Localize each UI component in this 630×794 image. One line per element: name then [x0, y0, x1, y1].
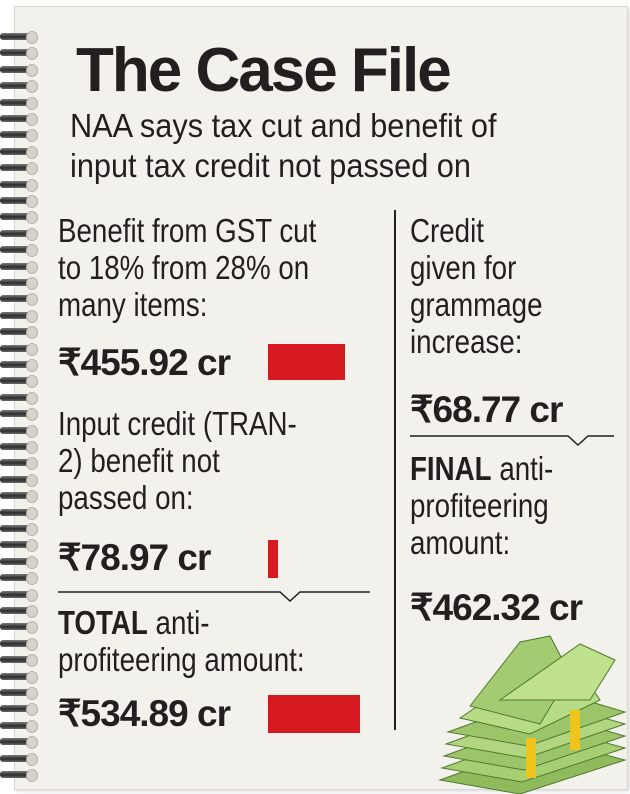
- credit-grammage-line-3: grammage: [410, 286, 543, 323]
- input-credit-line-2: 2) benefit not: [58, 442, 220, 479]
- binding-ring: [0, 243, 38, 258]
- benefit-gst-line-3: many items:: [58, 286, 208, 323]
- binding-ring: [0, 276, 38, 290]
- total-label: TOTAL anti- profiteering amount:: [58, 604, 305, 678]
- final-bold: FINAL: [410, 450, 492, 487]
- left-separator: [58, 591, 370, 603]
- binding-ring: [0, 571, 38, 586]
- subtitle-line-2: input tax credit not passed on: [70, 147, 471, 184]
- binding-ring: [0, 96, 38, 110]
- binding-ring: [0, 309, 38, 323]
- binding-ring: [0, 702, 38, 717]
- money-stack-icon: [438, 635, 627, 794]
- binding-ring: [0, 342, 38, 356]
- binding-ring: [0, 210, 38, 225]
- final-line-3: amount:: [410, 524, 511, 561]
- binding-ring: [0, 145, 38, 159]
- binding-ring: [0, 391, 38, 405]
- binding-ring: [0, 227, 38, 241]
- binding-ring: [0, 424, 38, 438]
- binding-ring: [0, 489, 38, 504]
- binding-ring: [0, 161, 38, 176]
- binding-ring: [0, 456, 38, 471]
- final-amount: ₹462.32 cr: [410, 587, 583, 628]
- credit-grammage-line-1: Credit: [410, 212, 484, 249]
- binding-ring: [0, 473, 38, 487]
- binding-ring: [0, 440, 38, 454]
- subtitle: NAA says tax cut and benefit of input ta…: [70, 106, 586, 186]
- binding-ring: [0, 358, 38, 372]
- input-credit-line-1: Input credit (TRAN-: [58, 405, 297, 442]
- input-credit-amount: ₹78.97 cr: [58, 537, 211, 578]
- page-title: The Case File: [76, 36, 452, 105]
- spiral-binding-icon: [0, 0, 40, 794]
- binding-ring: [0, 79, 38, 94]
- binding-ring: [0, 538, 38, 553]
- binding-ring: [0, 670, 38, 684]
- total-amount: ₹534.89 cr: [58, 693, 231, 734]
- column-divider: [394, 210, 396, 730]
- credit-grammage-line-2: given for: [410, 249, 517, 286]
- benefit-gst-line-1: Benefit from GST cut: [58, 212, 317, 249]
- final-line-1: FINAL anti-: [410, 450, 553, 487]
- binding-ring: [0, 686, 38, 700]
- binding-ring: [0, 407, 38, 422]
- binding-ring: [0, 506, 38, 520]
- binding-ring: [0, 604, 38, 618]
- credit-grammage-amount: ₹68.77 cr: [410, 389, 563, 430]
- binding-ring: [0, 128, 38, 143]
- binding-ring: [0, 194, 38, 208]
- binding-ring: [0, 768, 38, 782]
- total-bar: [268, 695, 360, 733]
- final-line-2: profiteering: [410, 487, 549, 524]
- total-bold: TOTAL: [58, 604, 148, 641]
- total-line-1: TOTAL anti-: [58, 604, 305, 641]
- money-band: [526, 738, 536, 778]
- final-label: FINAL anti- profiteering amount:: [410, 450, 553, 561]
- money-band-2: [570, 710, 580, 750]
- binding-ring: [0, 588, 38, 602]
- binding-ring: [0, 522, 38, 536]
- total-rest: anti-: [147, 604, 210, 641]
- binding-ring: [0, 735, 38, 750]
- binding-ring: [0, 325, 38, 340]
- benefit-gst-bar: [268, 344, 345, 380]
- binding-ring: [0, 374, 38, 389]
- binding-ring: [0, 178, 38, 192]
- binding-ring: [0, 30, 38, 44]
- total-line-2: profiteering amount:: [58, 641, 305, 678]
- binding-ring: [0, 292, 38, 307]
- final-rest: anti-: [491, 450, 554, 487]
- binding-ring: [0, 637, 38, 651]
- input-credit-line-3: passed on:: [58, 479, 194, 516]
- credit-grammage-line-4: increase:: [410, 323, 523, 360]
- input-credit-bar: [268, 540, 278, 578]
- binding-ring: [0, 620, 38, 635]
- binding-ring: [0, 260, 38, 274]
- benefit-gst-amount: ₹455.92 cr: [58, 342, 231, 383]
- benefit-gst-label: Benefit from GST cut to 18% from 28% on …: [58, 212, 316, 323]
- subtitle-line-1: NAA says tax cut and benefit of: [70, 107, 497, 144]
- binding-ring: [0, 112, 38, 126]
- input-credit-label: Input credit (TRAN- 2) benefit not passe…: [58, 405, 297, 516]
- binding-ring: [0, 63, 38, 77]
- right-separator: [410, 435, 614, 447]
- credit-grammage-label: Credit given for grammage increase:: [410, 212, 542, 360]
- binding-ring: [0, 752, 38, 766]
- binding-ring: [0, 653, 38, 668]
- binding-ring: [0, 46, 38, 61]
- benefit-gst-line-2: to 18% from 28% on: [58, 249, 310, 286]
- binding-ring: [0, 719, 38, 733]
- binding-ring: [0, 555, 38, 569]
